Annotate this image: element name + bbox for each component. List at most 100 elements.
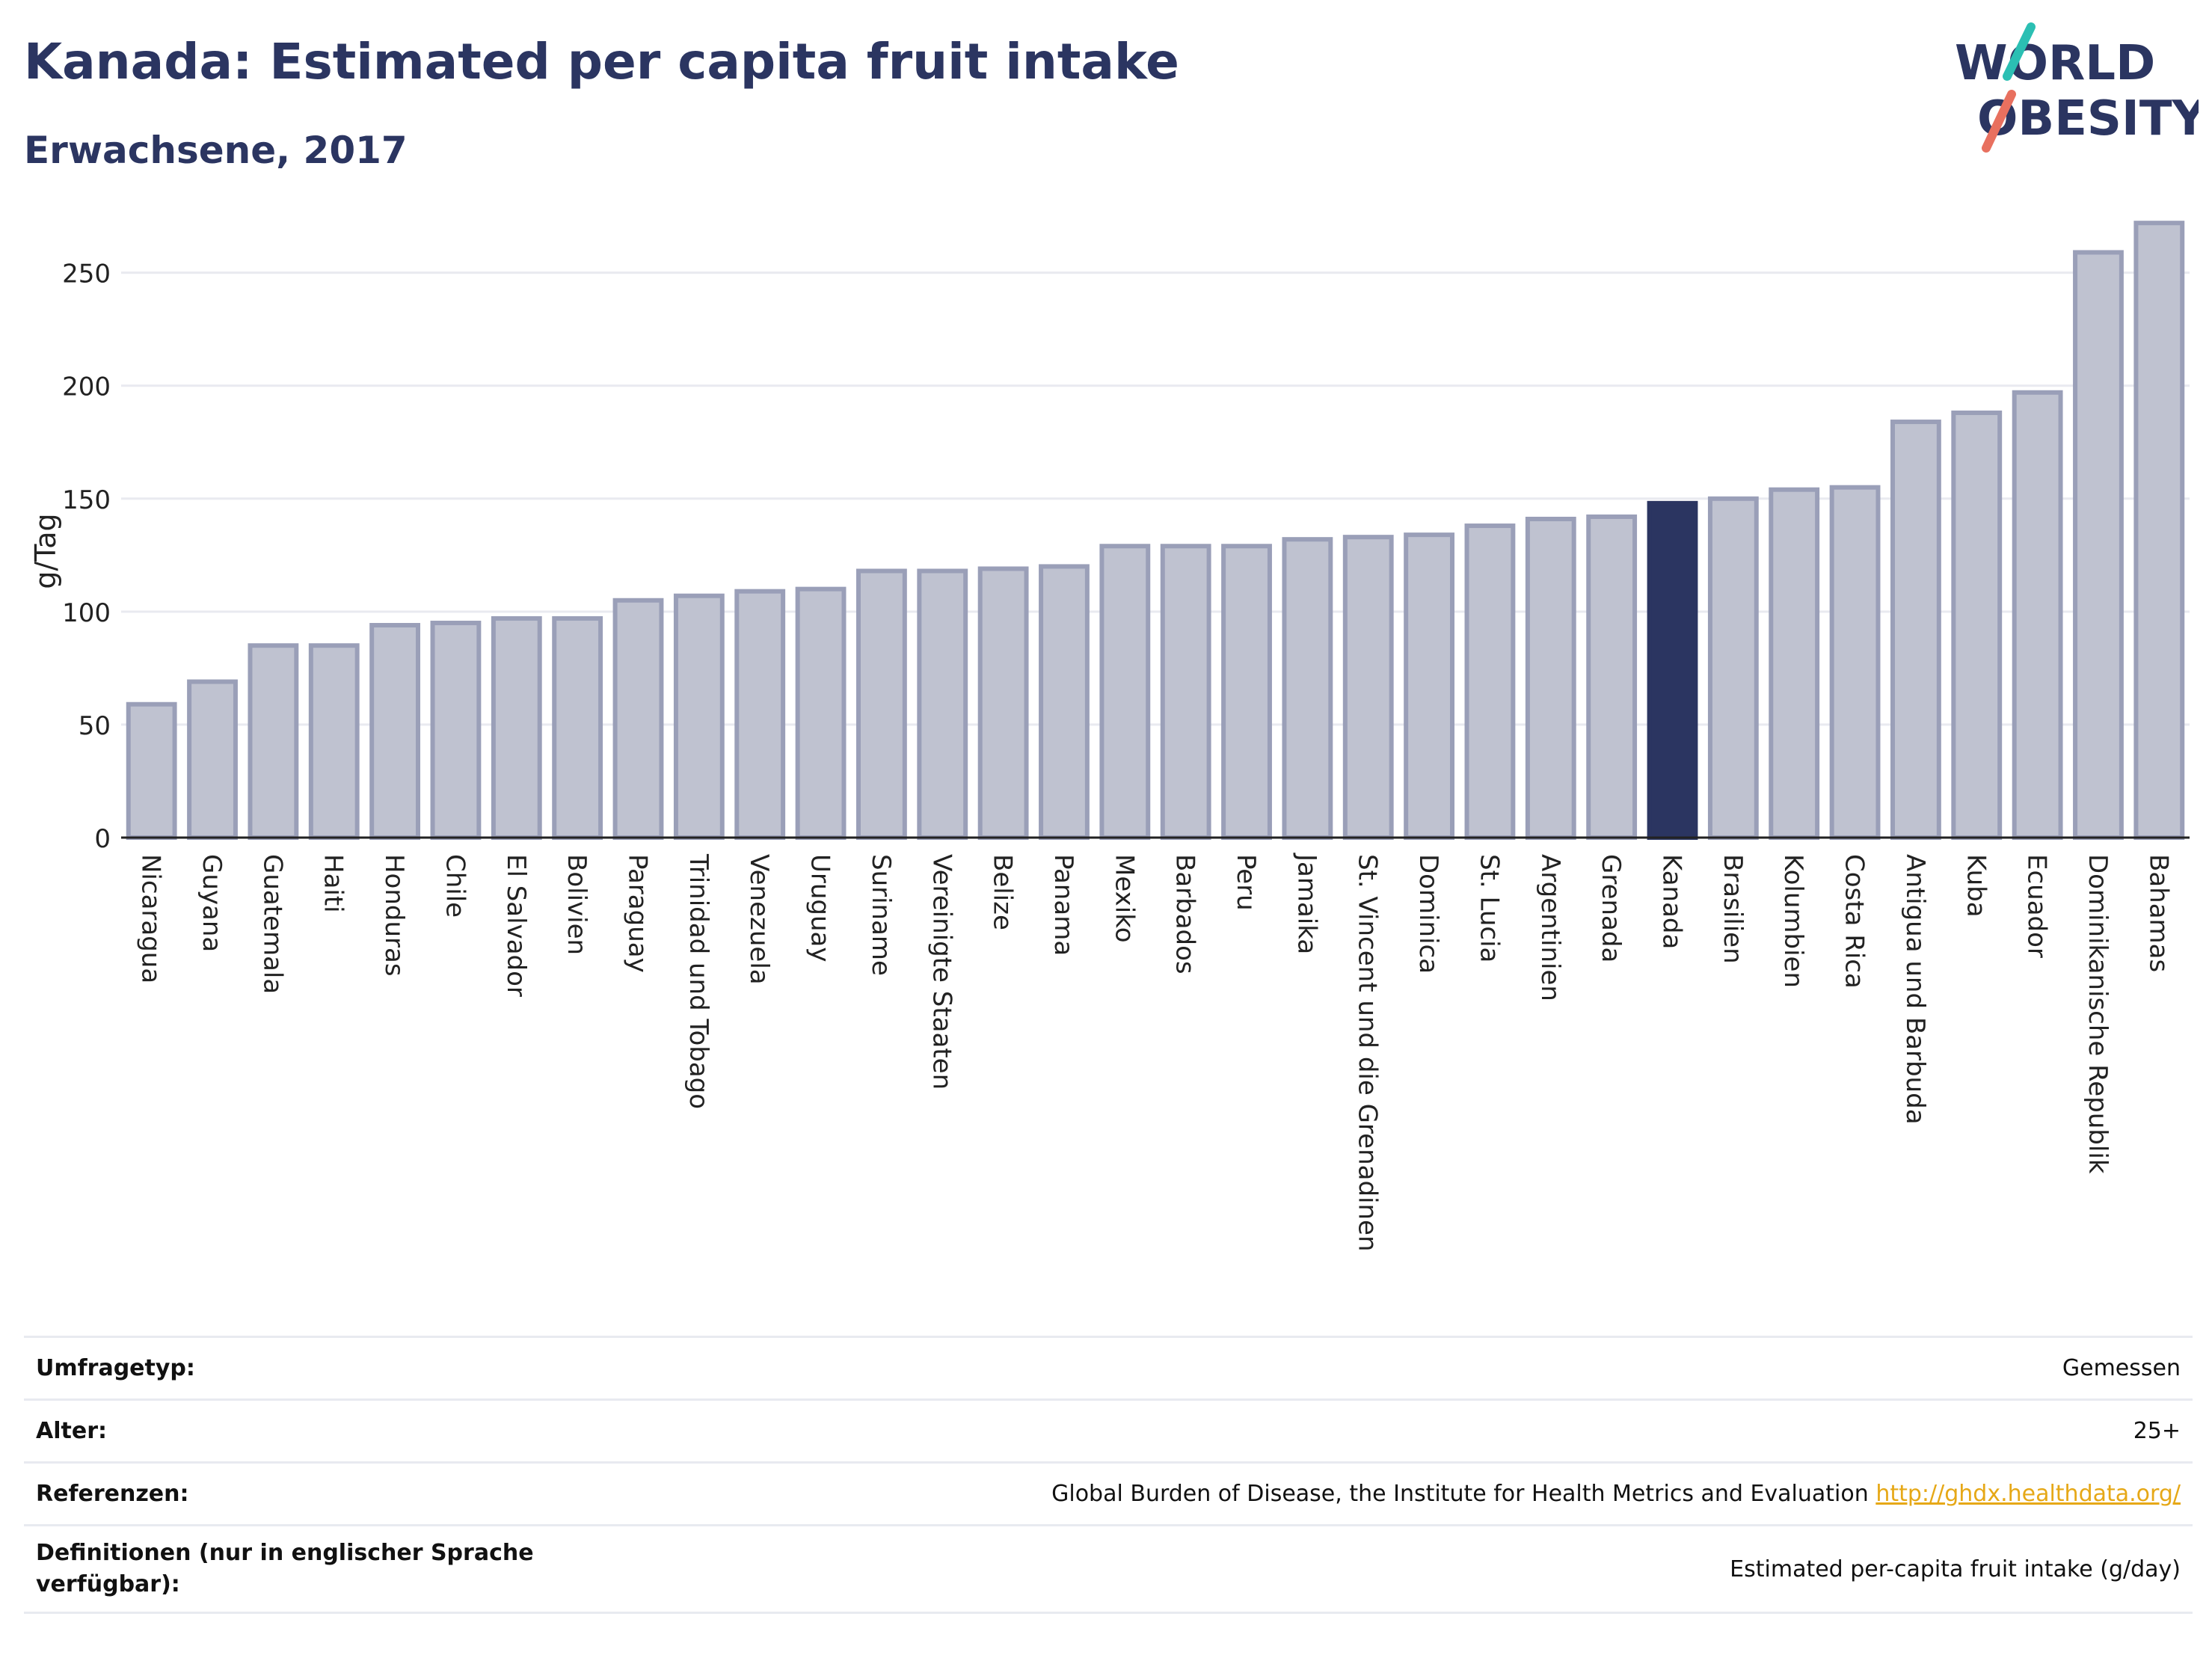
bar-guyana[interactable] (187, 679, 238, 840)
logo-slash-coral (1982, 90, 2016, 153)
x-tick-label: Bahamas (2143, 854, 2173, 972)
bar-bolivien[interactable] (552, 615, 603, 841)
y-tick-label: 250 (62, 260, 111, 289)
x-tick-label: Honduras (379, 854, 409, 977)
bar-vereinigte-staaten[interactable] (917, 568, 968, 840)
bar-jamaika[interactable] (1282, 537, 1333, 841)
y-axis-label: g/Tag (29, 513, 62, 589)
x-tick-label: Belize (988, 854, 1018, 930)
bar-trinidad-und-tobago[interactable] (673, 593, 725, 840)
bar-dominica[interactable] (1404, 532, 1455, 841)
bar-paraguay[interactable] (612, 598, 664, 840)
bar-chile[interactable] (430, 620, 482, 840)
x-tick-label: Paraguay (623, 854, 653, 973)
bar-ecuador[interactable] (2012, 390, 2063, 840)
y-tick-label: 150 (62, 485, 111, 515)
x-tick-label: Dominikanische Republik (2083, 854, 2113, 1174)
bar-peru[interactable] (1221, 544, 1272, 840)
info-row-survey-type: Umfragetyp: Gemessen (24, 1336, 2193, 1398)
bar-kolumbien[interactable] (1769, 487, 1820, 840)
x-tick-label: Kanada (1657, 854, 1687, 949)
x-tick-label: Venezuela (744, 854, 774, 985)
x-tick-label: Dominica (1413, 854, 1443, 974)
bar-antigua-und-barbuda[interactable] (1890, 420, 1941, 840)
x-tick-label: Argentinien (1535, 854, 1565, 1001)
x-tick-label: Grenada (1596, 854, 1626, 962)
bar-panama[interactable] (1039, 564, 1090, 841)
info-value: Global Burden of Disease, the Institute … (1051, 1481, 2181, 1507)
reference-text: Global Burden of Disease, the Institute … (1051, 1481, 1869, 1507)
y-tick-label: 100 (62, 598, 111, 628)
x-tick-label: Costa Rica (1840, 854, 1870, 989)
x-tick-labels: Nicaragua Guyana Guatemala Haiti Honduras Chi… (136, 853, 2174, 1252)
bars (126, 221, 2185, 841)
x-tick-label: Kuba (1961, 854, 1991, 918)
x-tick-label: Chile (440, 854, 470, 918)
info-label: Alter: (36, 1417, 107, 1444)
y-tick-label: 200 (62, 372, 111, 402)
info-row-references: Referenzen: Global Burden of Disease, th… (24, 1461, 2193, 1524)
bar-bahamas[interactable] (2133, 221, 2185, 840)
bar-st-vincent-und-die-grenadinen[interactable] (1342, 535, 1394, 841)
x-tick-label: Uruguay (805, 854, 835, 962)
x-tick-label: Mexiko (1109, 854, 1139, 943)
y-tick-label: 0 (94, 824, 111, 854)
bar-haiti[interactable] (308, 643, 360, 841)
page-subtitle: Erwachsene, 2017 (24, 129, 408, 172)
bar-costa-rica[interactable] (1829, 485, 1881, 841)
x-tick-label: Vereinigte Staaten (927, 854, 956, 1090)
reference-link[interactable]: http://ghdx.healthdata.org/ (1875, 1481, 2181, 1507)
x-tick-label: Guyana (197, 854, 227, 952)
x-tick-label: Nicaragua (136, 854, 166, 983)
bar-brasilien[interactable] (1707, 496, 1759, 840)
logo-line2: OBESITY (1977, 91, 2199, 147)
info-label: Umfragetyp: (36, 1354, 195, 1381)
x-tick-label: Guatemala (257, 854, 287, 994)
info-table: Umfragetyp: Gemessen Alter: 25+ Referenz… (24, 1336, 2193, 1614)
x-tick-label: Kolumbien (1778, 854, 1808, 988)
bar-nicaragua[interactable] (126, 701, 177, 840)
world-obesity-logo: WORLD OBESITY (1955, 22, 2199, 153)
x-tick-label: Brasilien (1718, 854, 1748, 964)
bar-barbados[interactable] (1160, 544, 1211, 840)
y-tick-label: 50 (79, 711, 111, 741)
x-tick-label: Ecuador (2022, 854, 2052, 958)
bar-kanada[interactable] (1647, 500, 1698, 840)
bar-guatemala[interactable] (248, 643, 299, 841)
bar-dominikanische-republik[interactable] (2073, 250, 2124, 840)
bar-uruguay[interactable] (795, 586, 847, 841)
x-tick-label: El Salvador (501, 854, 531, 997)
bar-venezuela[interactable] (734, 589, 786, 841)
info-value: Gemessen (2062, 1355, 2181, 1381)
x-tick-label: Bolivien (562, 854, 592, 955)
bar-st-lucia[interactable] (1464, 523, 1516, 840)
x-tick-label: Peru (1231, 854, 1261, 911)
x-tick-label: Panama (1048, 854, 1078, 956)
logo-slash-teal (2003, 22, 2036, 81)
x-tick-label: Suriname (866, 854, 896, 976)
info-label: Definitionen (nur in englischer Sprache … (36, 1540, 534, 1597)
bar-argentinien[interactable] (1525, 516, 1576, 840)
info-row-age: Alter: 25+ (24, 1398, 2193, 1461)
y-tick-labels: 0 50 100 150 200 250 (62, 260, 111, 854)
bar-suriname[interactable] (855, 568, 907, 840)
page-title: Kanada: Estimated per capita fruit intak… (24, 33, 1179, 90)
x-tick-label: Antigua und Barbuda (1900, 854, 1930, 1125)
x-tick-label: Barbados (1170, 854, 1200, 974)
logo-line1: WORLD (1955, 36, 2155, 91)
bar-grenada[interactable] (1586, 514, 1638, 840)
x-tick-label: Haiti (319, 854, 348, 913)
bar-el-salvador[interactable] (491, 615, 542, 841)
info-value: Estimated per-capita fruit intake (g/day… (1730, 1556, 2181, 1582)
bar-chart: 0 50 100 150 200 250 Nicaragua Guyana Guatemala… (29, 221, 2190, 1252)
info-label: Referenzen: (36, 1480, 189, 1507)
bar-belize[interactable] (977, 566, 1029, 840)
info-row-definitions: Definitionen (nur in englischer Sprache … (24, 1524, 2193, 1614)
info-value: 25+ (2133, 1418, 2181, 1444)
bar-kuba[interactable] (1951, 410, 2003, 840)
bar-honduras[interactable] (369, 622, 421, 840)
x-tick-label: St. Lucia (1474, 854, 1504, 962)
bar-mexiko[interactable] (1099, 544, 1151, 840)
x-tick-label: St. Vincent und die Grenadinen (1353, 854, 1383, 1252)
x-tick-label: Jamaika (1291, 853, 1321, 954)
